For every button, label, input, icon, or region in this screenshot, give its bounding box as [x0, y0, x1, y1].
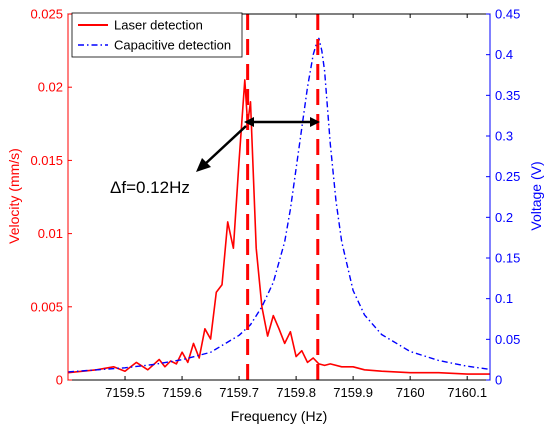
x-tick-label: 7159.8 — [276, 385, 316, 400]
legend-label-capacitive: Capacitive detection — [114, 38, 231, 53]
delta-f-annotation: Δf=0.12Hz — [110, 117, 320, 197]
x-tick-label: 7159.5 — [105, 385, 145, 400]
delta-f-pointer-arrowhead — [196, 158, 211, 172]
y-left-tick-label: 0 — [56, 373, 63, 388]
y-right-tick-label: 0.35 — [495, 88, 520, 103]
y-right-tick-label: 0.45 — [495, 7, 520, 22]
y-right-tick-label: 0.2 — [495, 210, 513, 225]
x-tick-label: 7160.1 — [447, 385, 487, 400]
y-right-tick-label: 0.4 — [495, 47, 513, 62]
y-left-tick-label: 0.015 — [30, 153, 63, 168]
y-left-tick-label: 0.005 — [30, 299, 63, 314]
y-right-tick-label: 0.25 — [495, 169, 520, 184]
marker-layer — [246, 14, 320, 380]
x-tick-label: 7159.6 — [162, 385, 202, 400]
legend: Laser detection Capacitive detection — [71, 12, 243, 58]
y-left-tick-label: 0.01 — [38, 226, 63, 241]
series-layer — [67, 37, 491, 375]
y-right-tick-label: 0.15 — [495, 251, 520, 266]
delta-f-arrowhead-left — [244, 117, 254, 127]
y-left-tick-label: 0.02 — [38, 80, 63, 95]
delta-f-pointer-line — [203, 125, 247, 166]
delta-f-label: Δf=0.12Hz — [110, 178, 190, 197]
y-right-tick-label: 0.05 — [495, 332, 520, 347]
y-right-tick-label: 0.1 — [495, 291, 513, 306]
x-axis-title: Frequency (Hz) — [231, 408, 327, 424]
y-left-tick-label: 0.025 — [30, 7, 63, 22]
legend-label-laser: Laser detection — [114, 18, 203, 33]
x-tick-label: 7160 — [396, 385, 425, 400]
series-line-laser — [67, 79, 490, 375]
y-right-tick-label: 0 — [495, 373, 502, 388]
plot-frame — [67, 13, 491, 381]
legend-box — [71, 12, 243, 58]
axes-layer: 7159.5 7159.6 7159.7 7159.8 7159.9 7160 7160.1… — [30, 7, 520, 401]
series-line-capacitive — [67, 37, 491, 373]
x-tick-label: 7159.7 — [219, 385, 259, 400]
x-tick-label: 7159.9 — [333, 385, 373, 400]
y-axis-left-title: Velocity (mm/s) — [6, 148, 22, 244]
y-axis-right-title: Voltage (V) — [528, 161, 544, 230]
delta-f-arrowhead-right — [310, 117, 320, 127]
y-right-tick-label: 0.3 — [495, 129, 513, 144]
